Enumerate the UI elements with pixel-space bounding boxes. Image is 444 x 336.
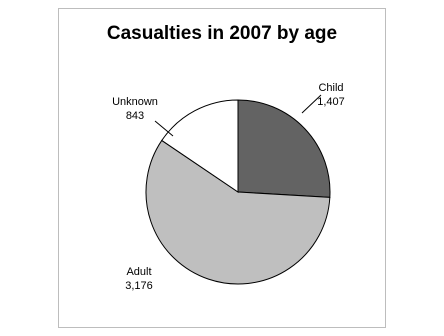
slice-value-adult: 3,176 — [125, 280, 153, 292]
slice-value-unknown: 843 — [126, 110, 144, 122]
pie-slice-adult — [145, 139, 331, 285]
slice-label-child: Child — [318, 82, 343, 94]
slice-value-child: 1,407 — [317, 96, 345, 108]
pie-slice-child — [237, 99, 331, 198]
slice-label-unknown: Unknown — [112, 96, 158, 108]
slice-label-adult: Adult — [126, 266, 151, 278]
pie-chart: Child 1,407 Adult 3,176 Unknown 843 — [112, 82, 345, 292]
chart-title: Casualties in 2007 by age — [106, 23, 338, 44]
pie-slice-unknown — [161, 99, 239, 193]
leader-line-unknown — [154, 120, 174, 137]
chart-area: Casualties in 2007 by age Child 1,407 Adul… — [58, 8, 386, 328]
leader-line-child — [301, 94, 322, 114]
